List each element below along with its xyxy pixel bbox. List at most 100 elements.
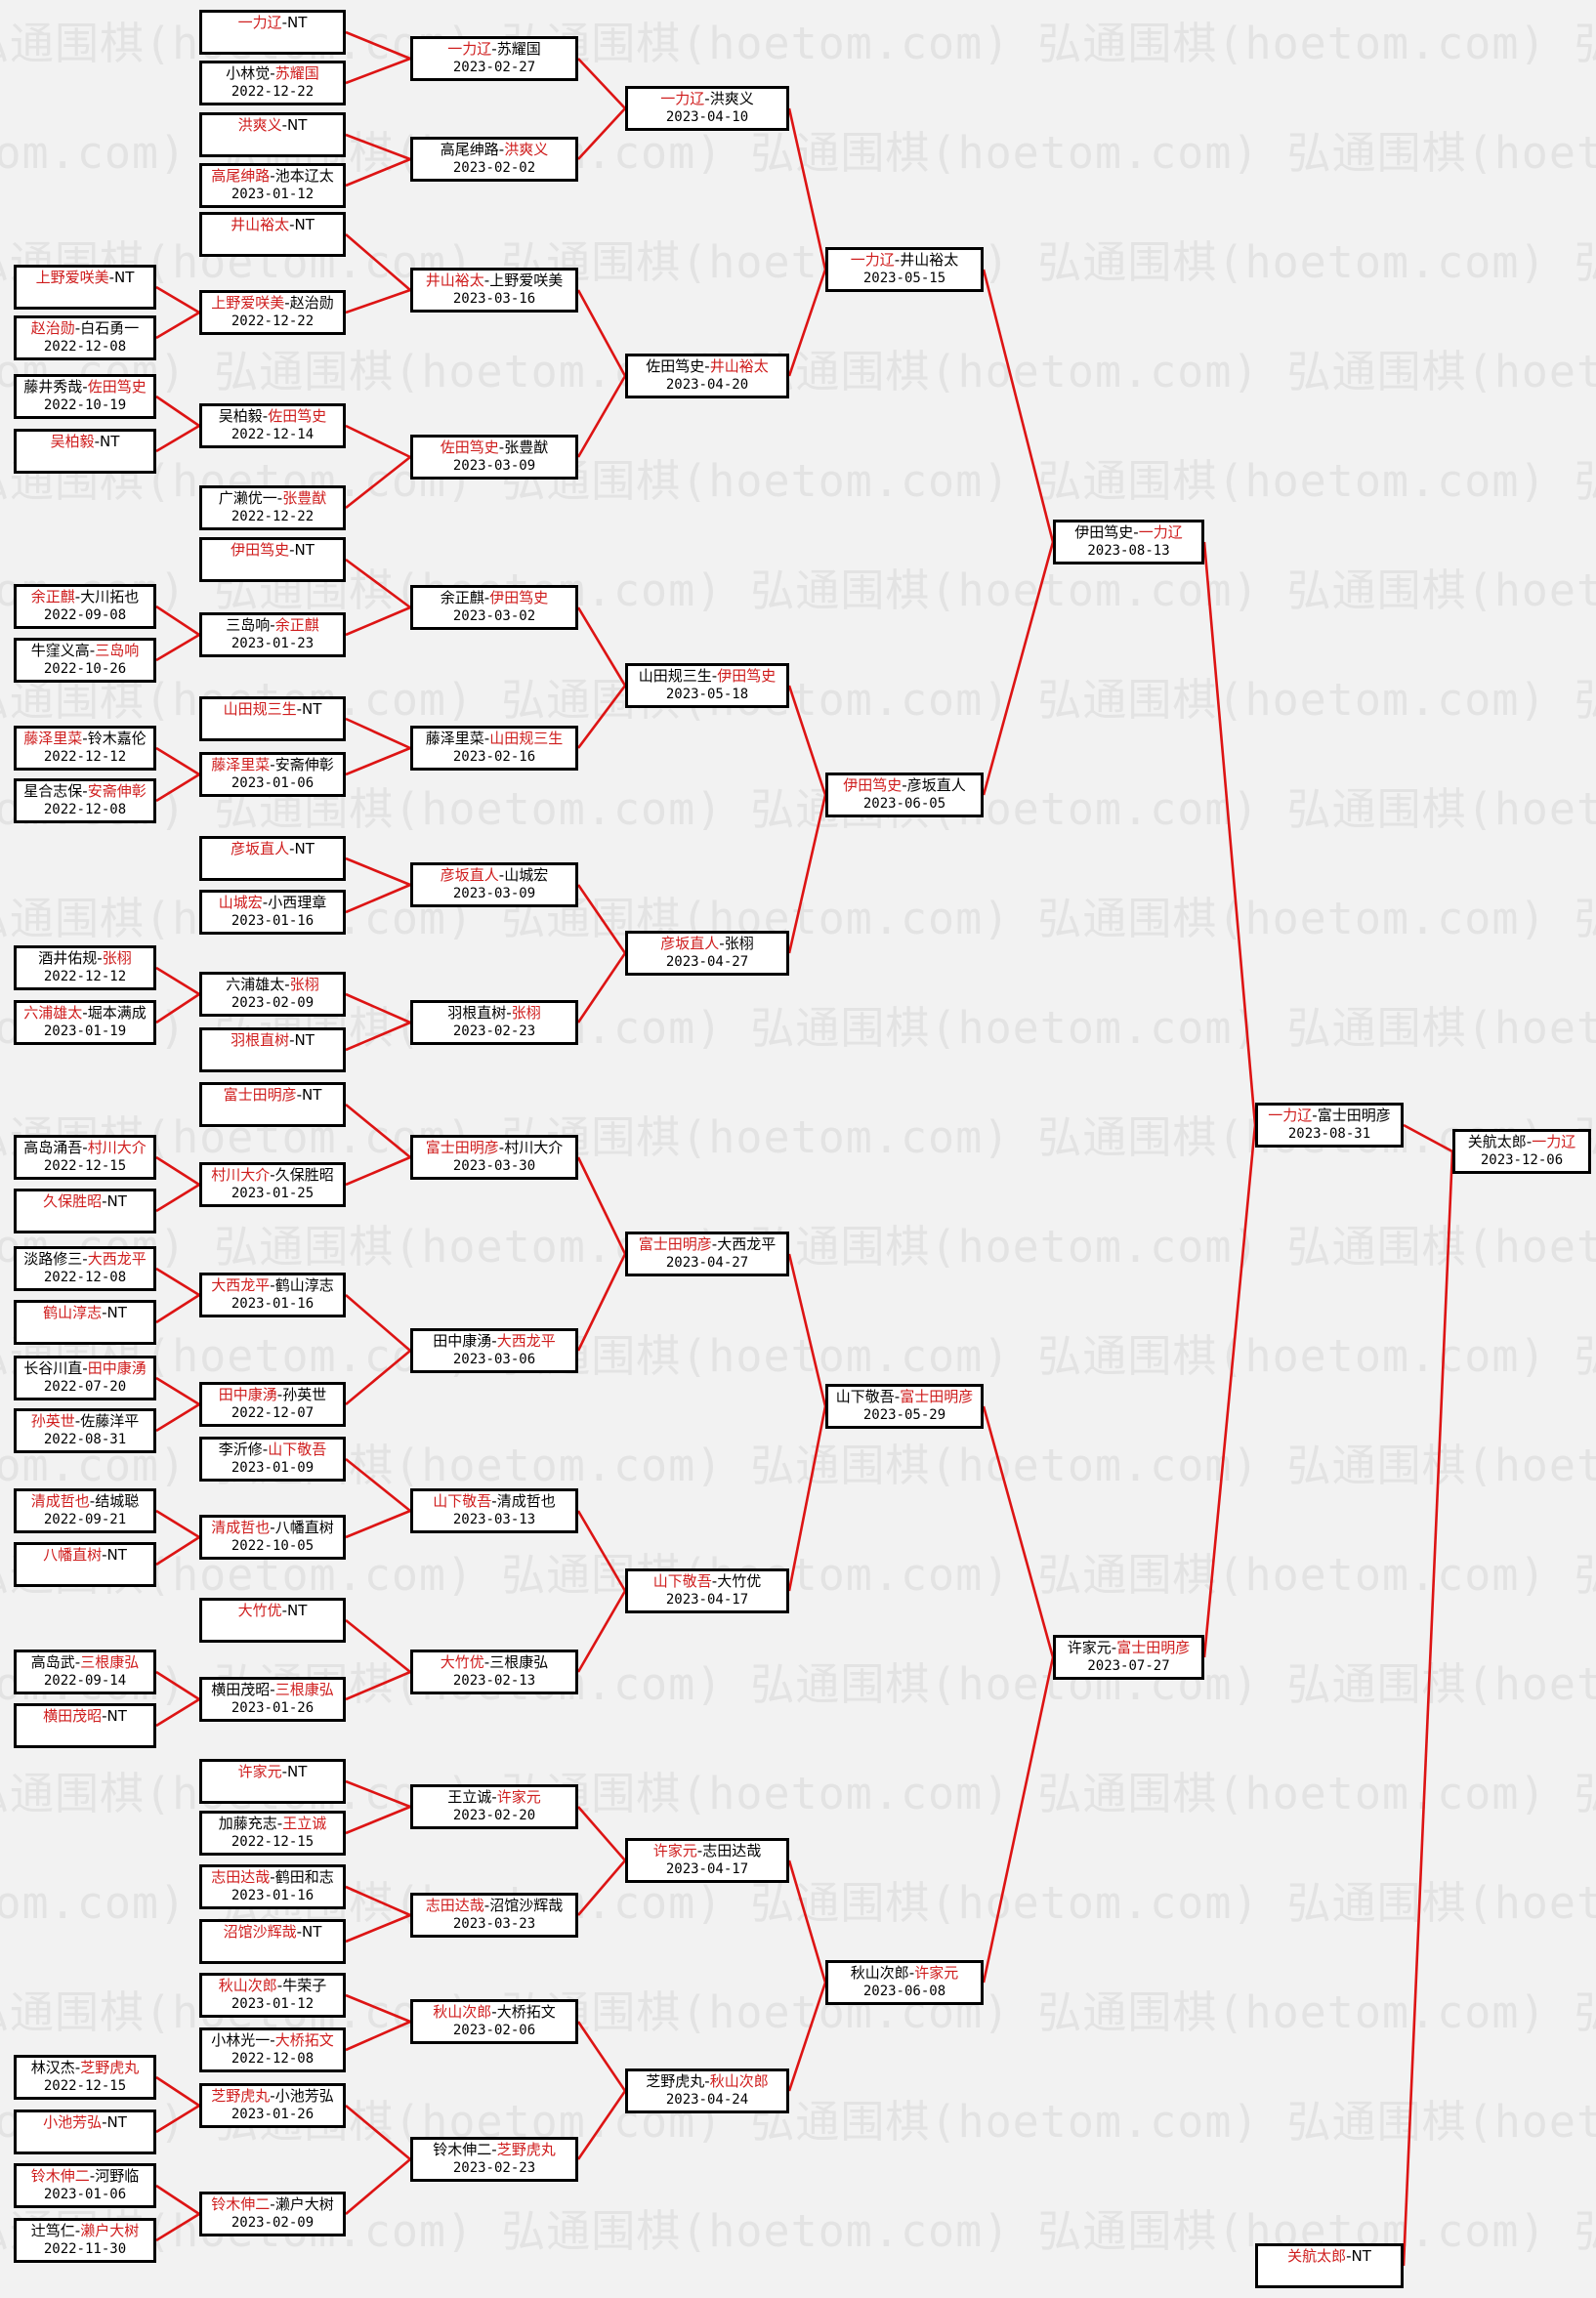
match-date: 2023-01-06 bbox=[231, 775, 315, 791]
connector-line bbox=[1402, 1150, 1454, 2267]
connector-line bbox=[345, 1155, 411, 1187]
match-box-m88: 关航太郎-NT bbox=[1255, 2243, 1404, 2288]
player-name: NT bbox=[287, 1602, 308, 1619]
separator: - bbox=[74, 2222, 81, 2239]
match-box-m37: 羽根直树-NT bbox=[199, 1027, 346, 1072]
match-box-m20: 伊田笃史-NT bbox=[199, 537, 346, 582]
winner-name: 山田规三生 bbox=[223, 700, 297, 718]
connector-line bbox=[1202, 541, 1257, 1126]
connector-line bbox=[155, 1697, 200, 1728]
match-box-m59: 山下敬吾-清成哲也 2023-03-13 bbox=[410, 1488, 578, 1533]
match-box-m34: 酒井佑规-张栩 2022-12-12 bbox=[14, 945, 156, 990]
match-date: 2022-12-15 bbox=[43, 2078, 127, 2094]
separator: - bbox=[711, 1235, 718, 1253]
match-box-m73: 许家元-志田达哉 2023-04-17 bbox=[625, 1838, 789, 1883]
player-name: 横田茂昭 bbox=[211, 1681, 271, 1698]
winner-name: 横田茂昭 bbox=[43, 1707, 103, 1725]
player-name: 大西龙平 bbox=[717, 1235, 777, 1253]
connector-line bbox=[155, 2104, 200, 2134]
match-players: 富士田明彦-大西龙平 bbox=[628, 1235, 786, 1254]
match-date: 2023-04-17 bbox=[665, 1861, 749, 1877]
match-box-m32: 山城宏-小西理章 2023-01-16 bbox=[199, 890, 346, 935]
separator: - bbox=[270, 1166, 275, 1184]
winner-name: 吴柏毅 bbox=[50, 433, 95, 450]
match-box-m30: 山田规三生-伊田笃史 2023-05-18 bbox=[625, 663, 789, 708]
match-box-m21: 余正麒-大川拓也 2022-09-08 bbox=[14, 584, 156, 629]
match-box-m28: 藤泽里菜-安斋伸彰 2023-01-06 bbox=[199, 752, 346, 797]
winner-name: 山下敬吾 bbox=[433, 1492, 492, 1510]
match-box-m03: 一力辽-苏耀国 2023-02-27 bbox=[410, 36, 578, 81]
connector-line bbox=[787, 1859, 827, 1984]
connector-line bbox=[155, 1183, 200, 1213]
separator: - bbox=[74, 1412, 81, 1430]
winner-name: 富士田明彦 bbox=[638, 1235, 712, 1253]
winner-name: 彦坂直人 bbox=[660, 935, 720, 952]
match-box-m10: 赵治勋-白石勇一 2022-12-08 bbox=[14, 315, 156, 360]
connector-line bbox=[576, 2021, 627, 2092]
player-name: 河野临 bbox=[95, 2167, 140, 2185]
separator: - bbox=[97, 949, 103, 967]
separator: - bbox=[289, 216, 295, 233]
match-date: 2023-04-20 bbox=[665, 377, 749, 393]
match-date: 2022-08-31 bbox=[43, 1432, 127, 1447]
winner-name: 藤泽里菜 bbox=[211, 756, 271, 773]
connector-line bbox=[577, 107, 626, 160]
player-name: 林汉杰 bbox=[30, 2059, 75, 2076]
connector-line bbox=[155, 773, 200, 803]
match-box-m09: 上野爱咲美-NT bbox=[14, 265, 156, 310]
separator: - bbox=[276, 489, 283, 507]
winner-name: 田中康湧 bbox=[218, 1386, 277, 1403]
separator: - bbox=[1526, 1133, 1533, 1150]
player-name: 牛荣子 bbox=[282, 1977, 327, 1994]
winner-name: 秋山次郎 bbox=[433, 2003, 492, 2021]
separator: - bbox=[82, 1359, 88, 1377]
separator: - bbox=[89, 2167, 96, 2185]
match-players: 清成哲也-结城聪 bbox=[17, 1492, 153, 1511]
connector-line bbox=[577, 58, 626, 109]
winner-name: 洪爽义 bbox=[237, 116, 282, 134]
winner-name: 井山裕太 bbox=[231, 216, 290, 233]
player-name: 高尾绅路 bbox=[440, 141, 499, 158]
match-date: 2023-03-13 bbox=[452, 1512, 536, 1527]
match-box-m04: 洪爽义-NT bbox=[199, 112, 346, 157]
match-date: 2023-03-09 bbox=[452, 886, 536, 901]
match-box-m31: 彦坂直人-NT bbox=[199, 836, 346, 881]
match-date: 2022-12-12 bbox=[43, 749, 127, 765]
separator: - bbox=[82, 1139, 88, 1156]
player-name: 小林觉 bbox=[226, 64, 271, 82]
connector-line bbox=[155, 1293, 200, 1324]
connector-line bbox=[345, 1779, 411, 1809]
match-players: 山下敬吾-清成哲也 bbox=[413, 1492, 575, 1511]
winner-name: 彦坂直人 bbox=[440, 866, 499, 884]
separator: - bbox=[491, 2003, 497, 2021]
match-players: 一力辽-井山裕太 bbox=[828, 251, 981, 270]
separator: - bbox=[908, 1964, 915, 1982]
match-box-m62: 横田茂昭-NT bbox=[14, 1703, 156, 1748]
separator: - bbox=[74, 2059, 81, 2076]
match-box-m35: 六浦雄太-堀本满成 2023-01-19 bbox=[14, 1000, 156, 1045]
connector-line bbox=[155, 746, 200, 776]
player-name: NT bbox=[302, 1923, 322, 1941]
match-date: 2023-02-02 bbox=[452, 160, 536, 176]
separator: - bbox=[491, 40, 497, 58]
player-name: 山田规三生 bbox=[638, 667, 712, 685]
match-date: 2023-02-09 bbox=[231, 995, 315, 1011]
connector-line bbox=[982, 1656, 1055, 1984]
player-name: 彦坂直人 bbox=[906, 776, 966, 794]
player-name: 高岛涌吾 bbox=[23, 1139, 83, 1156]
connector-line bbox=[576, 685, 627, 749]
match-date: 2022-12-12 bbox=[43, 969, 127, 984]
separator: - bbox=[498, 141, 505, 158]
winner-name: 藤泽里菜 bbox=[23, 730, 83, 747]
winner-name: 芝野虎丸 bbox=[211, 2087, 271, 2105]
connector-line bbox=[155, 1670, 200, 1701]
watermark-text: 弘通围棋(hoetom.com) 弘通围棋(hoetom.com) 弘通围棋(h… bbox=[0, 1330, 1596, 1382]
match-box-m27: 星合志保-安斋伸彰 2022-12-08 bbox=[14, 778, 156, 823]
match-players: 高尾绅路-洪爽义 bbox=[413, 141, 575, 159]
match-date: 2022-12-14 bbox=[231, 427, 315, 442]
match-box-m13: 藤井秀哉-佐田笃史 2022-10-19 bbox=[14, 374, 156, 419]
separator: - bbox=[82, 782, 88, 800]
winner-name: 志田达哉 bbox=[211, 1868, 271, 1886]
connector-line bbox=[345, 1103, 411, 1159]
